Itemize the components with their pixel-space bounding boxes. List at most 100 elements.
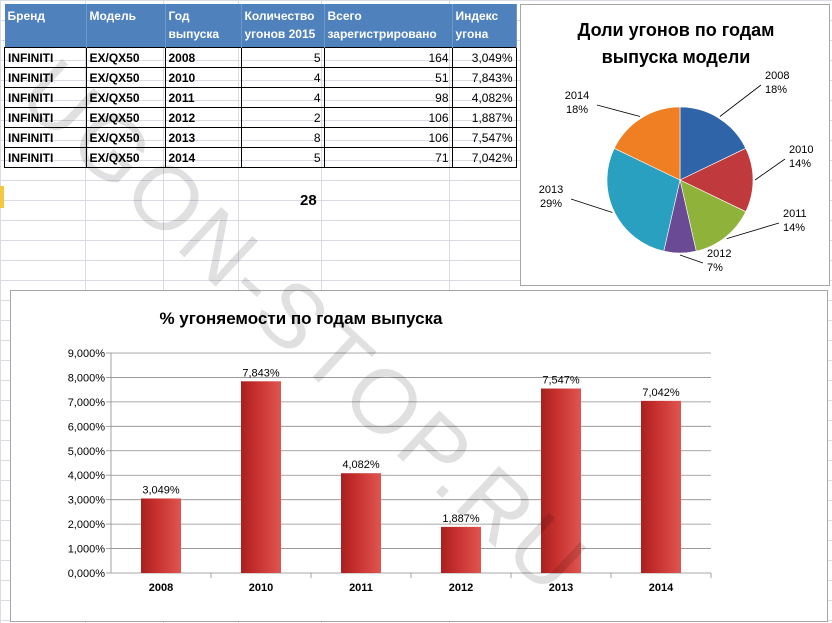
pie-label: 2012 xyxy=(707,248,731,260)
table-cell[interactable]: INFINITI xyxy=(4,107,87,128)
table-cell[interactable]: INFINITI xyxy=(4,87,87,108)
table-cell[interactable]: EX/QX50 xyxy=(85,107,166,128)
table-cell[interactable]: 7,843% xyxy=(451,67,517,88)
table-cell[interactable]: EX/QX50 xyxy=(85,67,166,88)
table-cell[interactable]: INFINITI xyxy=(4,67,87,88)
table-cell[interactable]: 4 xyxy=(240,87,325,108)
table-cell[interactable]: EX/QX50 xyxy=(85,147,166,168)
y-tick-label: 0,000% xyxy=(68,568,106,580)
bar-value-label: 4,082% xyxy=(342,459,380,471)
pie-slice[interactable] xyxy=(613,106,681,181)
table-cell[interactable]: 2008 xyxy=(164,47,242,68)
bar-value-label: 3,049% xyxy=(142,484,180,496)
table-cell[interactable]: 164 xyxy=(323,47,453,68)
x-tick-label: 2010 xyxy=(249,582,273,594)
pie-label: 2013 xyxy=(539,184,563,196)
table-cell[interactable]: 2014 xyxy=(164,147,242,168)
pie-chart-svg: 2008 18% 2010 14% 2011 14% 2012 7% 2013 29% 2014 18… xyxy=(539,70,814,274)
y-tick-label: 3,000% xyxy=(68,495,106,507)
pie-leader-line xyxy=(726,222,780,239)
table-cell[interactable]: 5 xyxy=(240,147,325,168)
header-year[interactable]: Год выпуска xyxy=(165,4,242,48)
y-tick-label: 9,000% xyxy=(68,348,106,360)
table-cell[interactable]: 106 xyxy=(323,127,453,148)
pie-slice[interactable] xyxy=(679,179,747,252)
total-thefts-cell[interactable]: 28 xyxy=(300,192,317,209)
table-cell[interactable]: 2011 xyxy=(164,87,242,108)
table-cell[interactable]: 71 xyxy=(323,147,453,168)
y-tick-label: 5,000% xyxy=(68,446,106,458)
bar-value-label: 7,547% xyxy=(542,375,580,387)
header-index[interactable]: Индекс угона xyxy=(452,4,517,48)
table-cell[interactable]: 2010 xyxy=(164,67,242,88)
header-model[interactable]: Модель xyxy=(86,4,166,48)
bar-value-label: 7,843% xyxy=(242,367,280,379)
bar-chart-title: % угоняемости по годам выпуска xyxy=(159,309,443,328)
bar[interactable] xyxy=(541,388,581,573)
bar[interactable] xyxy=(341,473,381,573)
bar-value-label: 1,887% xyxy=(442,513,480,525)
table-cell[interactable]: INFINITI xyxy=(4,47,87,68)
table-row: INFINITI EX/QX50 2013 8 106 7,547% xyxy=(4,127,517,148)
y-tick-label: 1,000% xyxy=(68,544,106,556)
bar-chart[interactable]: % угоняемости по годам выпуска 0,000% 1,0… xyxy=(10,290,828,622)
table-cell[interactable]: 7,042% xyxy=(451,147,517,168)
pie-label: 2008 xyxy=(765,70,789,82)
table-row: INFINITI EX/QX50 2012 2 106 1,887% xyxy=(4,107,517,128)
y-tick-label: 4,000% xyxy=(68,470,106,482)
pie-leader-line xyxy=(679,254,704,264)
bar[interactable] xyxy=(241,381,281,573)
bar[interactable] xyxy=(441,526,481,573)
table-row: INFINITI EX/QX50 2014 5 71 7,042% xyxy=(4,147,517,168)
table-cell[interactable]: 98 xyxy=(323,87,453,108)
header-registered[interactable]: Всего зарегистрировано xyxy=(324,4,453,48)
table-cell[interactable]: 106 xyxy=(323,107,453,128)
table-cell[interactable]: 5 xyxy=(240,47,325,68)
y-tick-label: 6,000% xyxy=(68,421,106,433)
pie-slice[interactable] xyxy=(679,147,754,213)
pie-leader-line xyxy=(754,158,786,181)
bar-value-label: 7,042% xyxy=(642,387,680,399)
x-tick-label: 2013 xyxy=(549,582,573,594)
pie-slice[interactable] xyxy=(679,106,747,181)
table-cell[interactable]: 51 xyxy=(323,67,453,88)
pie-slice[interactable] xyxy=(606,147,681,252)
pie-percent-label: 14% xyxy=(789,158,811,170)
pie-percent-label: 14% xyxy=(783,222,805,234)
y-tick-label: 7,000% xyxy=(68,397,106,409)
selected-row-marker xyxy=(0,186,4,208)
table-cell[interactable]: EX/QX50 xyxy=(85,127,166,148)
table-cell[interactable]: EX/QX50 xyxy=(85,87,166,108)
header-brand[interactable]: Бренд xyxy=(4,4,87,48)
table-row: INFINITI EX/QX50 2010 4 51 7,843% xyxy=(4,67,517,88)
table-cell[interactable]: 4,082% xyxy=(451,87,517,108)
table-cell[interactable]: 8 xyxy=(240,127,325,148)
pie-chart[interactable]: Доли угонов по годам выпуска модели 2008… xyxy=(520,4,830,286)
bar[interactable] xyxy=(641,400,681,573)
pie-label: 2010 xyxy=(789,144,813,156)
table-row: INFINITI EX/QX50 2008 5 164 3,049% xyxy=(4,47,517,68)
pie-percent-label: 18% xyxy=(566,104,588,116)
pie-chart-title: Доли угонов по годам выпуска модели xyxy=(577,20,775,67)
bar[interactable] xyxy=(141,498,181,573)
table-cell[interactable]: 1,887% xyxy=(451,107,517,128)
table-cell[interactable]: EX/QX50 xyxy=(85,47,166,68)
pie-percent-label: 29% xyxy=(540,198,562,210)
x-tick-label: 2012 xyxy=(449,582,473,594)
table-cell[interactable]: 4 xyxy=(240,67,325,88)
pie-percent-label: 18% xyxy=(765,84,787,96)
pie-label: 2014 xyxy=(565,90,589,102)
header-thefts[interactable]: Количество угонов 2015 xyxy=(241,4,325,48)
table-cell[interactable]: 2012 xyxy=(164,107,242,128)
pie-leader-line xyxy=(570,198,613,213)
table-cell[interactable]: 2013 xyxy=(164,127,242,148)
table-cell[interactable]: INFINITI xyxy=(4,127,87,148)
pie-label: 2011 xyxy=(783,208,807,220)
table-cell[interactable]: INFINITI xyxy=(4,147,87,168)
x-tick-label: 2011 xyxy=(349,582,373,594)
y-tick-label: 8,000% xyxy=(68,372,106,384)
table-cell[interactable]: 2 xyxy=(240,107,325,128)
table-cell[interactable]: 3,049% xyxy=(451,47,517,68)
table-cell[interactable]: 7,547% xyxy=(451,127,517,148)
pie-leader-line xyxy=(719,84,762,117)
